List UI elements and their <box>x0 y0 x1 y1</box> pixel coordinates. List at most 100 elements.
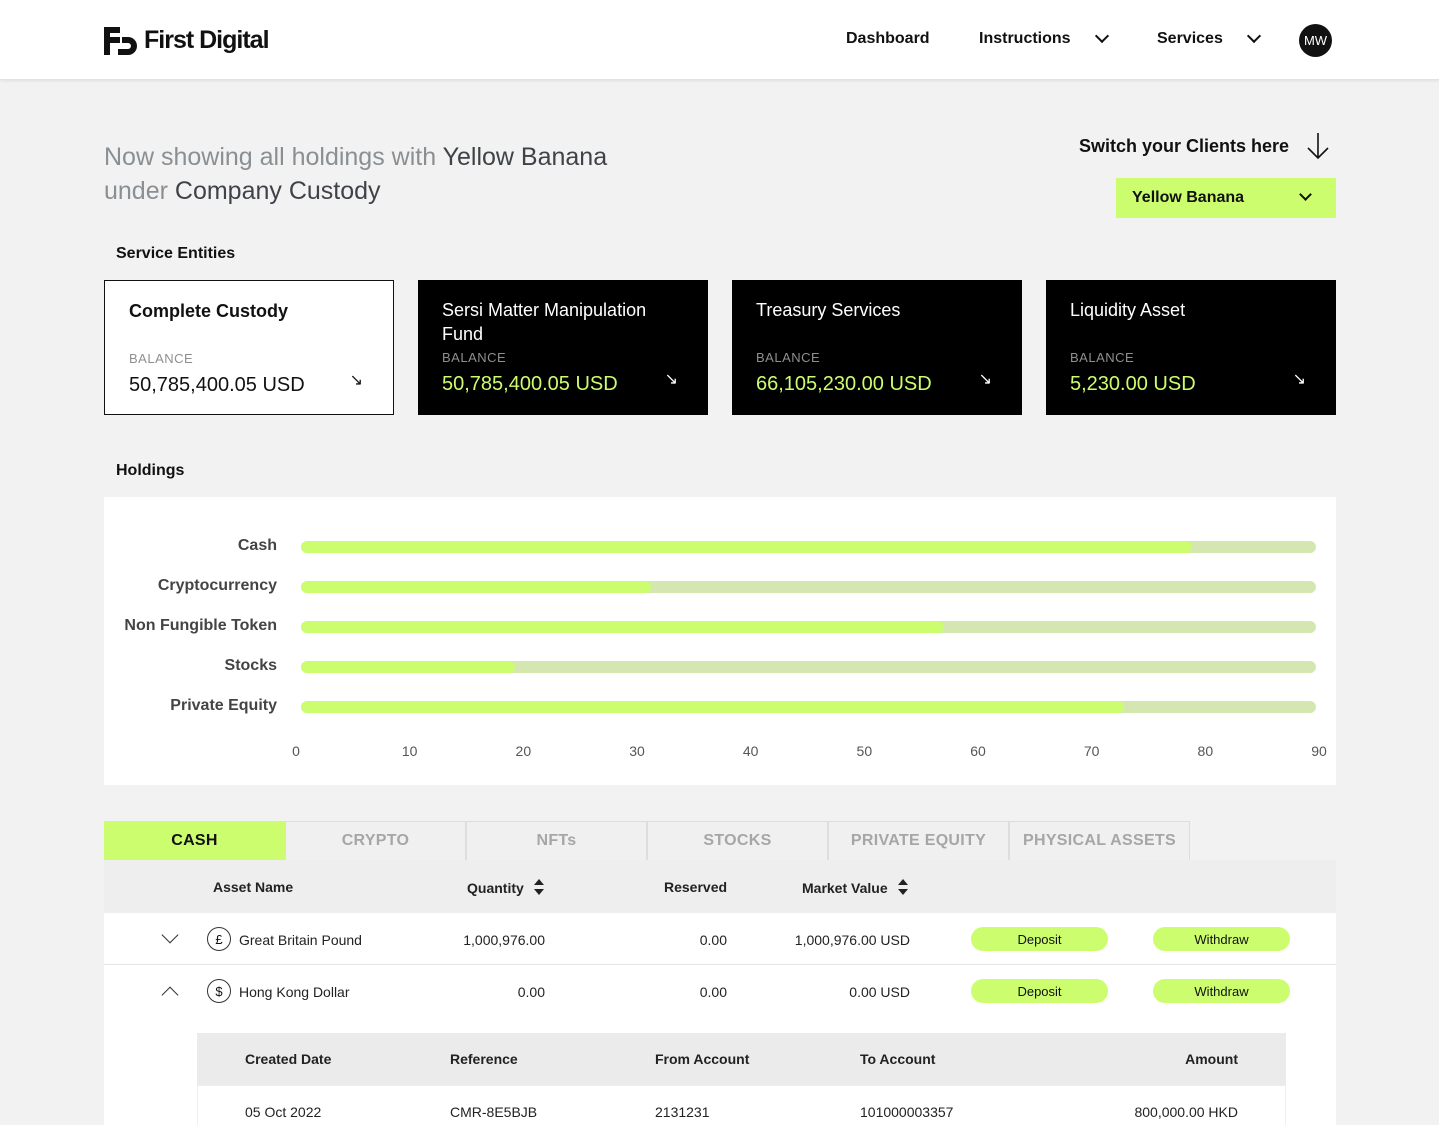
asset-market-value: 1,000,976.00 USD <box>794 932 910 948</box>
x-tick-label: 30 <box>629 743 645 759</box>
deposit-button[interactable]: Deposit <box>971 927 1108 951</box>
top-header: First Digital Dashboard Instructions Ser… <box>0 0 1439 80</box>
bar-track <box>301 581 1316 593</box>
brand-logo[interactable]: First Digital <box>104 26 270 55</box>
bar-label: Stocks <box>224 657 277 674</box>
sort-icon[interactable] <box>897 879 908 895</box>
holdings-table: Asset Name Quantity Reserved Market Valu… <box>104 860 1336 1125</box>
header-reserved: Reserved <box>664 879 728 895</box>
header-to-account: To Account <box>860 1051 936 1067</box>
intro-prefix: Now showing all holdings with <box>104 143 443 171</box>
arrow-down-right-icon: ↘ <box>1292 371 1306 388</box>
entity-card-liquidity[interactable]: Liquidity Asset BALANCE 5,230.00 USD ↘ <box>1046 280 1336 415</box>
entity-card-name: Sersi Matter Manipulation Fund <box>442 300 647 344</box>
entity-card-name: Treasury Services <box>756 300 901 320</box>
chevron-down-icon <box>1246 28 1261 44</box>
balance-label: BALANCE <box>129 351 194 366</box>
bar <box>301 621 944 633</box>
asset-name: Great Britain Pound <box>239 932 362 948</box>
sort-icon[interactable] <box>533 879 544 895</box>
table-row: $ Hong Kong Dollar 0.00 0.00 0.00 USD De… <box>104 965 1336 1017</box>
nav-services[interactable]: Services <box>1157 28 1261 48</box>
header-market-value-label: Market Value <box>802 880 888 896</box>
bar-track <box>301 701 1316 713</box>
table-row: £ Great Britain Pound 1,000,976.00 0.00 … <box>104 913 1336 965</box>
arrow-down-right-icon: ↘ <box>978 371 992 388</box>
asset-reserved: 0.00 <box>699 984 727 1000</box>
entity-card-complete-custody[interactable]: Complete Custody BALANCE 50,785,400.05 U… <box>104 280 394 415</box>
nav-services-label: Services <box>1157 30 1223 47</box>
bar-label: Cash <box>237 537 277 554</box>
nav-instructions[interactable]: Instructions <box>979 28 1109 48</box>
client-select[interactable]: Yellow Banana <box>1116 178 1336 218</box>
header-from-account: From Account <box>655 1051 750 1067</box>
deposit-button[interactable]: Deposit <box>971 979 1108 1003</box>
bar <box>301 541 1192 553</box>
entity-card-balance: 66,105,230.00 USD <box>756 373 932 395</box>
intro-middle: under <box>104 177 175 205</box>
service-entities-title: Service Entities <box>116 245 236 262</box>
tab-private-equity[interactable]: PRIVATE EQUITY <box>828 821 1009 861</box>
balance-label: BALANCE <box>442 350 507 365</box>
asset-reserved: 0.00 <box>699 932 727 948</box>
client-select-value: Yellow Banana <box>1132 189 1245 206</box>
chevron-down-icon[interactable] <box>161 926 179 944</box>
entity-card-treasury[interactable]: Treasury Services BALANCE 66,105,230.00 … <box>732 280 1022 415</box>
subtable-header: Created Date Reference From Account To A… <box>197 1033 1286 1085</box>
bar-label: Private Equity <box>170 697 277 714</box>
entity-card-name: Complete Custody <box>129 301 289 321</box>
tab-cash[interactable]: CASH <box>104 821 285 861</box>
pound-icon: £ <box>207 927 231 951</box>
avatar[interactable]: MW <box>1299 24 1332 57</box>
header-created-date: Created Date <box>245 1051 332 1067</box>
tab-physical-assets[interactable]: PHYSICAL ASSETS <box>1009 821 1190 861</box>
entity-card-balance: 50,785,400.05 USD <box>129 374 305 396</box>
transaction-subtable: Created Date Reference From Account To A… <box>197 1033 1286 1125</box>
switch-clients-label: Switch your Clients here <box>1079 136 1290 156</box>
bar-label: Cryptocurrency <box>157 577 277 594</box>
intro-client: Yellow Banana <box>442 143 608 171</box>
nav-dashboard[interactable]: Dashboard <box>846 30 930 48</box>
asset-tabs: CASH CRYPTO NFTs STOCKS PRIVATE EQUITY P… <box>104 821 1190 861</box>
arrow-down-right-icon: ↘ <box>349 372 363 389</box>
bar <box>301 701 1125 713</box>
dollar-icon: $ <box>207 979 231 1003</box>
holdings-intro: Now showing all holdings with Yellow Ban… <box>104 140 607 208</box>
entity-card-name: Liquidity Asset <box>1070 300 1186 320</box>
tab-stocks[interactable]: STOCKS <box>647 821 828 861</box>
withdraw-button[interactable]: Withdraw <box>1153 927 1290 951</box>
reference: CMR-8E5BJB <box>450 1104 538 1120</box>
header-reference: Reference <box>450 1051 518 1067</box>
table-header: Asset Name Quantity Reserved Market Valu… <box>104 860 1336 913</box>
entity-card-balance: 50,785,400.05 USD <box>442 373 618 395</box>
header-asset-name: Asset Name <box>213 879 294 895</box>
x-tick-label: 10 <box>401 743 418 759</box>
header-market-value[interactable]: Market Value <box>802 879 908 896</box>
x-tick-label: 0 <box>292 743 300 759</box>
nav-dashboard-label: Dashboard <box>846 30 930 47</box>
tab-nfts[interactable]: NFTs <box>466 821 647 861</box>
from-account: 2131231 <box>655 1104 710 1120</box>
header-quantity-label: Quantity <box>467 880 524 896</box>
x-tick-label: 80 <box>1197 743 1214 759</box>
header-quantity[interactable]: Quantity <box>467 879 544 896</box>
tab-crypto[interactable]: CRYPTO <box>285 821 466 861</box>
x-tick-label: 60 <box>970 743 986 759</box>
holdings-chart: Cash Cryptocurrency Non Fungible Token Stoc… <box>104 497 1336 785</box>
withdraw-button[interactable]: Withdraw <box>1153 979 1290 1003</box>
intro-custody: Company Custody <box>174 177 381 205</box>
asset-quantity: 1,000,976.00 <box>463 932 545 948</box>
transaction-row: 05 Oct 2022 CMR-8E5BJB 2131231 101000003… <box>197 1085 1286 1125</box>
amount: 800,000.00 HKD <box>1134 1104 1238 1120</box>
x-tick-label: 20 <box>515 743 532 759</box>
x-tick-label: 70 <box>1083 743 1100 759</box>
entity-card-balance: 5,230.00 USD <box>1070 373 1196 395</box>
chevron-down-icon <box>1299 188 1312 201</box>
chevron-up-icon[interactable] <box>161 986 179 1004</box>
bar-track <box>301 621 1316 633</box>
entity-card-sersi-matter[interactable]: Sersi Matter Manipulation Fund BALANCE 5… <box>418 280 708 415</box>
asset-quantity: 0.00 <box>517 984 545 1000</box>
first-digital-logo-icon <box>104 26 137 55</box>
x-tick-label: 50 <box>856 743 873 759</box>
bar <box>301 581 651 593</box>
